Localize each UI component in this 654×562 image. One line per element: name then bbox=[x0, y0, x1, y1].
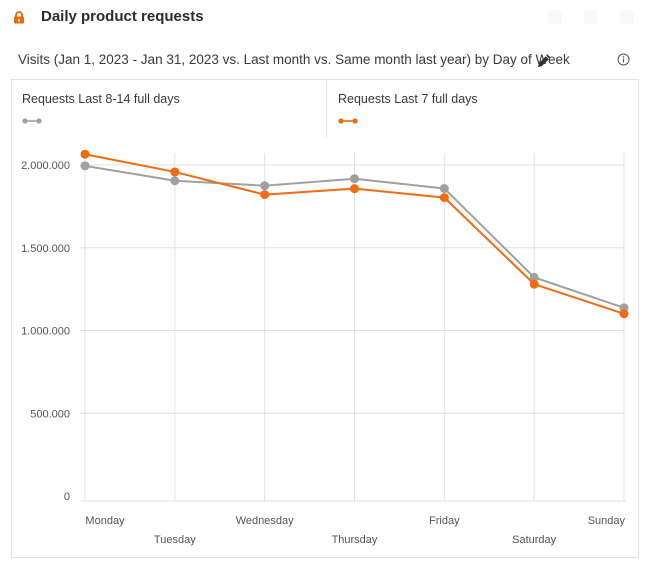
y-tick-label: 500.000 bbox=[30, 408, 70, 420]
visualization-subtitle-row: Visits (Jan 1, 2023 - Jan 31, 2023 vs. L… bbox=[0, 48, 654, 76]
data-point-last-8-14-days[interactable] bbox=[170, 176, 180, 186]
info-icon[interactable] bbox=[617, 53, 630, 66]
pencil-icon[interactable] bbox=[535, 52, 553, 70]
legend-item-last-8-14-days[interactable]: Requests Last 8-14 full days bbox=[11, 79, 327, 138]
hidden-action-icon[interactable] bbox=[620, 10, 634, 24]
chart-card bbox=[11, 79, 639, 558]
x-tick-label: Saturday bbox=[512, 534, 557, 546]
legend-item-last-7-days[interactable]: Requests Last 7 full days bbox=[327, 79, 639, 138]
legend-line-marker-icon bbox=[338, 118, 358, 124]
visualization-subtitle: Visits (Jan 1, 2023 - Jan 31, 2023 vs. L… bbox=[18, 52, 570, 67]
data-point-last-7-days[interactable] bbox=[439, 193, 449, 203]
y-tick-label: 0 bbox=[64, 491, 70, 503]
data-point-last-8-14-days[interactable] bbox=[80, 161, 90, 171]
y-tick-label: 1.500.000 bbox=[21, 243, 70, 255]
panel-header: Daily product requests bbox=[0, 0, 654, 40]
panel-title: Daily product requests bbox=[41, 8, 204, 25]
data-point-last-7-days[interactable] bbox=[529, 279, 539, 289]
x-tick-label: Sunday bbox=[588, 515, 626, 527]
data-point-last-8-14-days[interactable] bbox=[529, 272, 539, 282]
data-point-last-7-days[interactable] bbox=[80, 149, 90, 159]
data-point-last-8-14-days[interactable] bbox=[439, 184, 449, 194]
data-point-last-7-days[interactable] bbox=[260, 190, 270, 200]
x-tick-label: Tuesday bbox=[154, 534, 196, 546]
x-tick-label: Thursday bbox=[332, 534, 378, 546]
hidden-action-icon[interactable] bbox=[548, 10, 562, 24]
hidden-action-icon[interactable] bbox=[584, 10, 598, 24]
data-point-last-7-days[interactable] bbox=[619, 309, 629, 319]
x-tick-label: Wednesday bbox=[236, 515, 294, 527]
panel-actions bbox=[548, 10, 634, 24]
x-tick-label: Monday bbox=[85, 515, 125, 527]
y-tick-label: 2.000.000 bbox=[21, 160, 70, 172]
x-tick-label: Friday bbox=[429, 515, 460, 527]
legend-label: Requests Last 7 full days bbox=[338, 92, 478, 106]
y-tick-label: 1.000.000 bbox=[21, 326, 70, 338]
data-point-last-8-14-days[interactable] bbox=[260, 181, 270, 191]
legend-line-marker-icon bbox=[22, 118, 42, 124]
lock-icon bbox=[14, 11, 24, 24]
data-point-last-7-days[interactable] bbox=[170, 167, 180, 177]
legend-label: Requests Last 8-14 full days bbox=[22, 92, 180, 106]
data-point-last-7-days[interactable] bbox=[350, 184, 359, 194]
data-point-last-8-14-days[interactable] bbox=[350, 174, 359, 184]
